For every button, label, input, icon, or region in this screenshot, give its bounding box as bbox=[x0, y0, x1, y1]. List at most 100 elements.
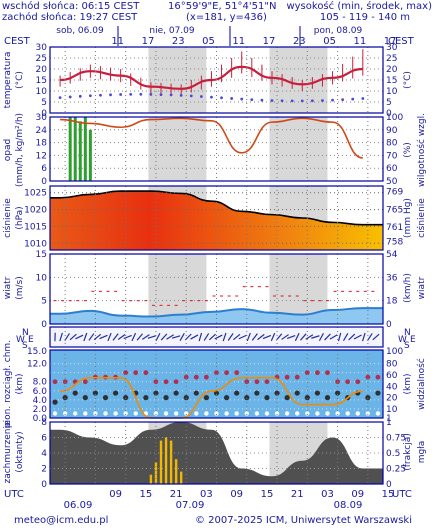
panel-frame bbox=[49, 185, 384, 251]
rain-bar bbox=[68, 117, 72, 181]
cloud-top-point bbox=[193, 374, 199, 380]
cloud-base-point bbox=[194, 411, 199, 416]
cloud-top-point bbox=[82, 379, 88, 385]
wind-arrow bbox=[88, 333, 95, 341]
top-hour-label: 05 bbox=[202, 36, 215, 47]
footer-copyright: © 2007-2025 ICM, Uniwersytet Warszawski bbox=[195, 515, 412, 526]
cloud-mid-point bbox=[274, 390, 280, 396]
bottom-date-label: 07.09 bbox=[176, 500, 205, 511]
dewpoint-point bbox=[149, 92, 153, 96]
cloudcover-tick: 0 bbox=[41, 480, 47, 490]
wind-arrow bbox=[311, 335, 320, 339]
axis-unit-right: (°C) bbox=[403, 71, 413, 89]
cloud-top-point bbox=[204, 374, 209, 380]
cloud-base-point bbox=[204, 411, 209, 416]
humidity-line bbox=[60, 117, 363, 159]
wind-arrow bbox=[342, 333, 349, 341]
visibility-tick: 1 bbox=[386, 414, 392, 424]
top-hour-label: 17 bbox=[263, 36, 276, 47]
cloudcover-tick: 8 bbox=[41, 418, 47, 428]
wdir-n-right: N bbox=[404, 328, 411, 338]
cloud-top-point bbox=[345, 379, 351, 385]
temp-tick-right: 5 bbox=[386, 98, 392, 108]
cloud-top-point bbox=[254, 379, 260, 385]
pressure-tick: 1025 bbox=[24, 189, 47, 199]
cloud-base-point bbox=[163, 411, 169, 416]
cloud-top-point bbox=[375, 374, 381, 380]
humidity-tick: 60 bbox=[386, 164, 398, 174]
axis-label-right: ciśnienie bbox=[416, 198, 427, 238]
cloud-mid-point bbox=[334, 390, 341, 396]
panel-frame bbox=[49, 349, 384, 419]
cloud-base-point bbox=[295, 411, 300, 416]
bottom-hour-label: 09 bbox=[230, 489, 243, 500]
wind-tick: 0 bbox=[41, 320, 47, 330]
axis-unit-right: (km/h) bbox=[403, 273, 413, 303]
visibility-tick: 10 bbox=[386, 405, 398, 415]
humidity-tick: 90 bbox=[386, 126, 398, 136]
cloud-mid-point bbox=[183, 395, 189, 401]
cloud-top-point bbox=[365, 374, 371, 380]
temp-tick-left: 30 bbox=[36, 43, 48, 53]
pressure-area bbox=[50, 191, 383, 250]
wind-tick: 10 bbox=[36, 273, 48, 283]
temp-tick-right: 15 bbox=[386, 76, 397, 86]
visibility-tick: 20 bbox=[386, 394, 398, 404]
axis-label-right: mgła bbox=[417, 441, 427, 464]
visibility-tick: 40 bbox=[386, 382, 398, 392]
wdir-e-left: E bbox=[28, 335, 34, 345]
cloud-mid-point bbox=[193, 390, 199, 396]
axis-label-right: widzialność bbox=[416, 358, 427, 410]
visibility-line bbox=[60, 376, 363, 419]
cloud-tick: 0.0 bbox=[33, 414, 48, 424]
panel-frame bbox=[49, 116, 384, 182]
bottom-hour-label: 15 bbox=[382, 489, 395, 500]
axis-label-left: wiatr bbox=[3, 276, 13, 299]
night-band bbox=[148, 47, 207, 113]
rain-tick: 18 bbox=[36, 139, 48, 149]
visibility-tick: 100 bbox=[386, 347, 403, 357]
rain-tick: 24 bbox=[36, 126, 48, 136]
wind-arrow bbox=[171, 335, 181, 339]
cloud-tick: 4.0 bbox=[33, 396, 48, 406]
cloud-top-point bbox=[304, 370, 310, 376]
wdir-n-left: N bbox=[22, 328, 29, 338]
temp-tick-right: 10 bbox=[386, 87, 398, 97]
wind-arrow bbox=[83, 332, 88, 342]
dewpoint-point bbox=[280, 99, 284, 103]
dewpoint-point bbox=[179, 93, 183, 97]
day-label: sob, 06.09 bbox=[56, 26, 104, 36]
cloud-top-point bbox=[183, 374, 189, 380]
night-band bbox=[148, 117, 207, 181]
top-hour-label: 17 bbox=[384, 36, 397, 47]
dewpoint-point bbox=[331, 98, 334, 102]
top-hour-label: 05 bbox=[323, 36, 336, 47]
cloud-top-point bbox=[143, 370, 149, 376]
humidity-tick: 50 bbox=[386, 177, 398, 187]
wind-arrow bbox=[286, 335, 296, 339]
footer-email[interactable]: meteo@icm.edu.pl bbox=[14, 515, 109, 526]
day-label: nie, 07.09 bbox=[149, 26, 195, 36]
cloud-base-point bbox=[315, 411, 320, 416]
windkmh-tick: 18 bbox=[386, 297, 398, 307]
cloud-base-point bbox=[123, 411, 128, 416]
cloud-base-point bbox=[335, 411, 340, 416]
wind-arrow bbox=[227, 333, 234, 341]
axis-label-left: opad bbox=[3, 139, 13, 161]
dewpoint-point bbox=[189, 94, 193, 98]
cloud-top-point bbox=[335, 379, 340, 385]
dewpoint-point bbox=[341, 98, 345, 102]
wind-arrow bbox=[233, 333, 241, 341]
cloud-top-point bbox=[264, 379, 270, 385]
panel-frame bbox=[49, 46, 384, 114]
cloud-mid-point bbox=[294, 390, 300, 396]
dewpoint-point bbox=[139, 92, 143, 96]
wind-arrow bbox=[372, 333, 380, 341]
top-hour-label: 23 bbox=[293, 36, 306, 47]
cloud-bg bbox=[50, 350, 383, 418]
dewpoint-point bbox=[78, 94, 82, 98]
cloud-cover-area bbox=[50, 422, 383, 484]
bottom-date-label: 06.09 bbox=[64, 500, 93, 511]
cest-label-left: CEST bbox=[4, 36, 31, 47]
